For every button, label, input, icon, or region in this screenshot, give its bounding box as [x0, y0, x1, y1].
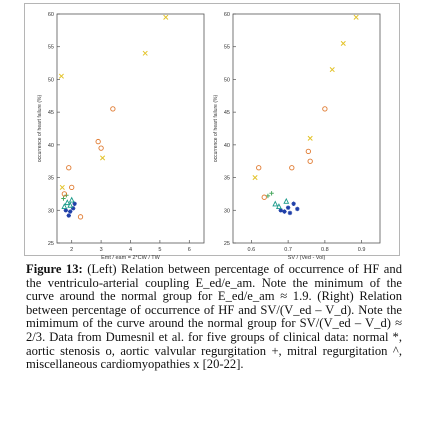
data-point-aortic-stenosis — [61, 191, 67, 197]
data-point-aortic-regurgitation — [269, 191, 274, 196]
data-point-normal — [285, 205, 291, 210]
plot-area — [56, 13, 205, 244]
data-point-aortic-stenosis — [69, 184, 75, 191]
y-tick-label: 35 — [48, 176, 54, 182]
data-point-aortic-stenosis — [261, 194, 267, 200]
y-tick-label: 50 — [48, 77, 54, 83]
x-tick-label: 5 — [158, 247, 161, 253]
data-point-aortic-stenosis — [95, 138, 101, 145]
data-point-cardiomyopathy — [59, 184, 65, 190]
x-tick-label: 0.8 — [321, 247, 329, 253]
data-point-normal — [68, 209, 73, 214]
data-point-cardiomyopathy — [340, 40, 346, 46]
data-point-cardiomyopathy — [142, 50, 148, 56]
y-tick-label: 30 — [48, 208, 54, 214]
x-axis-label: Emt / eam = 2*CW / TW — [101, 255, 161, 261]
data-point-cardiomyopathy — [353, 14, 359, 20]
x-tick-label: 0.6 — [248, 247, 256, 253]
data-point-aortic-stenosis — [256, 165, 262, 171]
y-tick-label: 25 — [224, 241, 230, 247]
data-point-mitral-regurgitation — [283, 197, 290, 204]
y-tick-label: 55 — [48, 45, 54, 51]
y-tick-label: 55 — [224, 45, 230, 51]
data-point-aortic-stenosis — [110, 106, 116, 112]
y-tick-label: 50 — [224, 77, 230, 83]
data-point-aortic-stenosis — [66, 165, 72, 171]
y-tick-label: 35 — [224, 176, 230, 182]
y-tick-label: 40 — [48, 143, 54, 149]
data-point-aortic-stenosis — [322, 106, 328, 112]
data-point-cardiomyopathy — [163, 14, 169, 20]
data-point-mitral-regurgitation — [68, 196, 75, 203]
data-point-normal — [70, 206, 76, 211]
data-point-mitral-regurgitation — [64, 199, 71, 206]
data-point-normal — [278, 208, 283, 213]
caption-label: Figure 13: — [26, 262, 83, 276]
x-tick-label: 2 — [70, 247, 73, 253]
data-point-mitral-regurgitation — [61, 203, 68, 210]
data-point-aortic-stenosis — [289, 165, 295, 171]
data-point-mitral-regurgitation — [276, 203, 282, 210]
y-tick-label: 40 — [224, 143, 230, 149]
x-axis-label: SV / (Ved - Vol) — [288, 255, 326, 261]
figure-frame — [24, 3, 400, 256]
data-point-aortic-regurgitation — [61, 196, 66, 201]
y-tick-label: 25 — [48, 241, 54, 247]
data-point-cardiomyopathy — [252, 175, 258, 181]
data-point-normal — [291, 201, 296, 206]
y-tick-label: 45 — [224, 110, 230, 116]
data-point-aortic-stenosis — [305, 148, 311, 155]
data-point-normal — [66, 213, 71, 218]
y-tick-label: 30 — [224, 208, 230, 214]
x-tick-label: 4 — [129, 247, 132, 253]
data-point-cardiomyopathy — [100, 155, 106, 161]
x-tick-label: 3 — [100, 247, 103, 253]
x-tick-label: 0.9 — [358, 247, 366, 253]
data-point-normal — [72, 201, 77, 206]
y-axis-label: occurrence of heart failure (%) — [213, 95, 219, 163]
figure-caption: Figure 13: (Left) Relation between perce… — [26, 262, 402, 372]
data-point-aortic-stenosis — [307, 158, 313, 164]
y-tick-label: 45 — [48, 110, 54, 116]
data-point-cardiomyopathy — [329, 67, 335, 73]
data-point-normal — [282, 209, 287, 214]
y-axis-label: occurrence of heart failure (%) — [37, 95, 43, 163]
y-tick-label: 60 — [224, 12, 230, 18]
data-point-aortic-stenosis — [98, 145, 104, 151]
x-tick-label: 0.7 — [284, 247, 292, 253]
chart-panel-right: 25 30 35 40 45 50 55 60 0.6 0.7 0.8 0.9 SV / (Ved - … — [213, 12, 381, 261]
plot-area — [232, 13, 381, 244]
x-tick-label: 6 — [188, 247, 191, 253]
data-point-normal — [287, 210, 293, 216]
data-point-mitral-regurgitation — [272, 200, 279, 207]
y-tick-label: 60 — [48, 12, 54, 18]
data-point-cardiomyopathy — [307, 135, 313, 141]
data-point-aortic-stenosis — [77, 214, 84, 220]
data-point-mitral-regurgitation — [67, 201, 74, 208]
data-point-normal — [295, 206, 300, 212]
caption-text: (Left) Relation between percentage of oc… — [26, 262, 402, 372]
data-point-normal — [63, 208, 69, 213]
data-point-cardiomyopathy — [58, 73, 64, 79]
